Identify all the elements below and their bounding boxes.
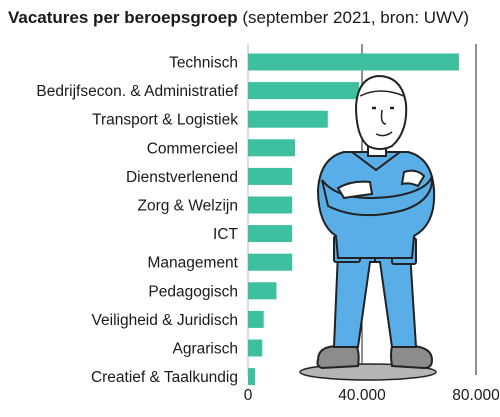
left-hand xyxy=(336,180,374,200)
bar xyxy=(248,139,296,157)
x-tick-label: 80.000 xyxy=(452,387,500,404)
x-axis-ticks: 0 40.000 80.000 xyxy=(244,387,500,404)
chart-title: Vacatures per beroepsgroep xyxy=(8,8,238,27)
bar xyxy=(248,82,360,100)
category-label: Pedagogisch xyxy=(148,283,238,300)
bars xyxy=(248,53,459,386)
chart-title-row: Vacatures per beroepsgroep (september 20… xyxy=(8,8,469,28)
x-tick-label: 0 xyxy=(244,387,253,404)
worker-illustration xyxy=(299,74,437,381)
chart-subtitle: (september 2021, bron: UWV) xyxy=(242,8,470,27)
bar xyxy=(248,196,293,214)
category-label: Creatief & Taalkundig xyxy=(91,369,238,386)
bar xyxy=(248,310,264,328)
category-label: Transport & Logistiek xyxy=(92,112,238,129)
right-shoe xyxy=(390,345,434,370)
category-label: Zorg & Welzijn xyxy=(138,198,239,215)
category-labels: Technisch Bedrijfsecon. & Administratief T… xyxy=(36,55,238,387)
category-label: Management xyxy=(148,255,239,272)
bar xyxy=(248,53,459,71)
category-label: Veiligheid & Juridisch xyxy=(92,312,238,329)
bar xyxy=(248,368,256,386)
x-tick-label: 40.000 xyxy=(338,387,386,404)
left-shoe xyxy=(316,345,360,370)
bar xyxy=(248,339,263,357)
category-label: ICT xyxy=(213,226,239,243)
category-label: Dienstverlenend xyxy=(126,169,238,186)
bar xyxy=(248,253,293,271)
crossed-arms xyxy=(321,175,434,217)
right-hand xyxy=(400,169,426,188)
bar xyxy=(248,110,328,128)
bar xyxy=(248,225,293,243)
trousers xyxy=(332,251,418,348)
bar xyxy=(248,167,293,185)
category-label: Bedrijfsecon. & Administratief xyxy=(36,83,238,100)
category-label: Commercieel xyxy=(147,140,238,157)
bar xyxy=(248,282,277,300)
category-label: Technisch xyxy=(169,55,238,72)
category-label: Agrarisch xyxy=(173,341,238,358)
